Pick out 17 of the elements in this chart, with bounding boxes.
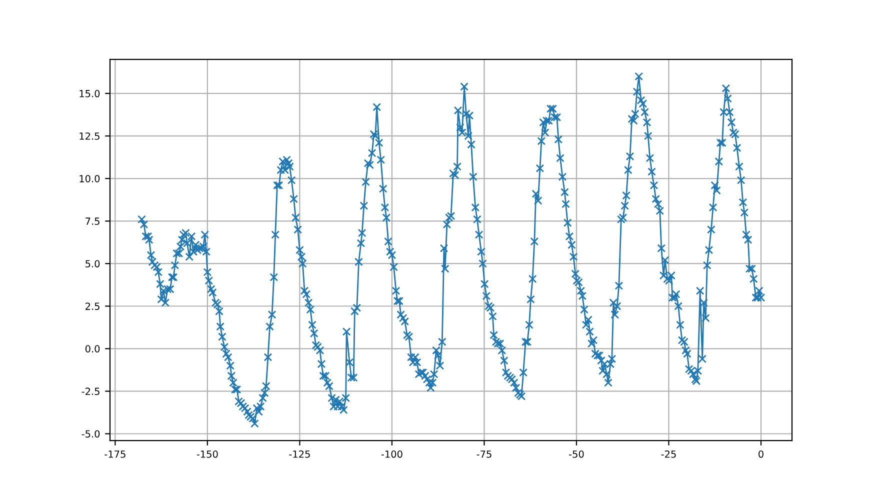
y-tick-label: 12.5 <box>80 132 100 140</box>
x-tick-label: 0 <box>758 450 764 458</box>
y-tick-label: -2.5 <box>82 388 100 396</box>
x-tick-label: -25 <box>661 450 676 458</box>
y-tick-label: 10.0 <box>80 174 100 182</box>
x-tick-label: -75 <box>476 450 492 458</box>
x-tick-label: -50 <box>569 450 584 458</box>
y-tick-label: 5.0 <box>86 260 100 268</box>
y-tick-label: 15.0 <box>80 90 100 98</box>
x-tick-label: -175 <box>104 450 126 458</box>
y-tick-label: 7.5 <box>86 218 100 225</box>
y-tick-label: 0.0 <box>85 345 100 352</box>
y-tick-label: -5.0 <box>82 430 100 438</box>
y-tick-label: 2.5 <box>86 302 100 310</box>
x-tick-label: -125 <box>289 450 310 458</box>
x-tick-label: -100 <box>381 450 402 458</box>
x-tick-label: -150 <box>196 450 218 458</box>
